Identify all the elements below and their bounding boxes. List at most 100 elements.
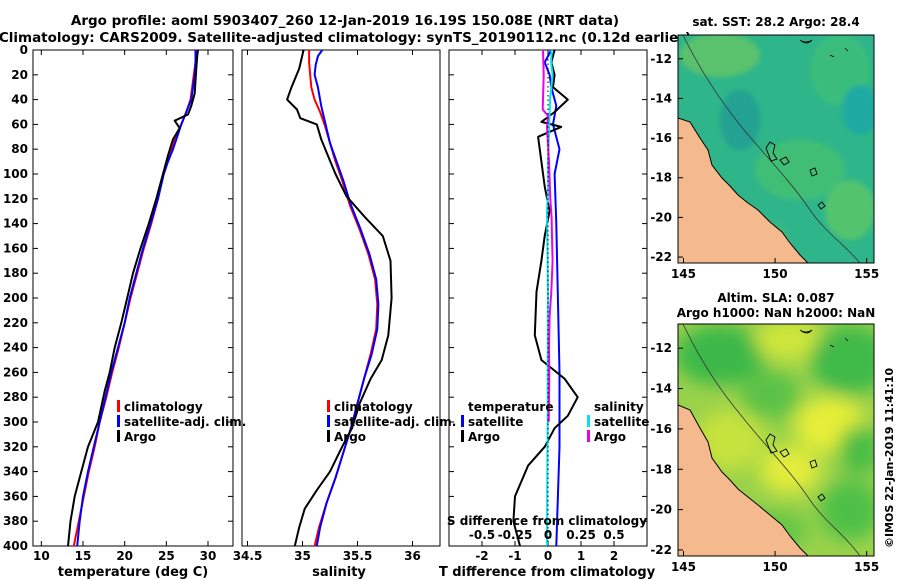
xtick-label: 0 bbox=[544, 549, 552, 563]
series-t-satellite bbox=[543, 49, 561, 547]
map-xtick-label: 145 bbox=[671, 267, 696, 281]
sla-map-subtitle: Argo h1000: NaN h2000: NaN bbox=[677, 306, 876, 320]
xtick-label: 34.5 bbox=[233, 549, 263, 563]
ytick-label: 140 bbox=[3, 217, 28, 231]
map-ytick-label: -18 bbox=[650, 462, 672, 476]
legend-swatch-argo bbox=[327, 430, 330, 442]
s-tick-label: -0.5 bbox=[469, 528, 495, 542]
legend-argo: Argo bbox=[334, 430, 366, 444]
sla-land bbox=[678, 404, 809, 556]
ytick-label: 280 bbox=[3, 390, 28, 404]
legend-salinity-title: salinity bbox=[594, 400, 644, 414]
ytick-label: 380 bbox=[3, 514, 28, 528]
map-xtick-label: 150 bbox=[763, 560, 788, 574]
s-tick-label: -0.25 bbox=[498, 528, 533, 542]
series-t-argo bbox=[512, 49, 579, 547]
map-ytick-label: -14 bbox=[650, 91, 672, 105]
legend-climatology: climatology bbox=[124, 400, 203, 414]
map-ytick-label: -20 bbox=[650, 210, 672, 224]
ytick-label: 60 bbox=[11, 117, 28, 131]
ytick-label: 200 bbox=[3, 291, 28, 305]
xtick-label: 36 bbox=[404, 549, 421, 563]
sst-isobath bbox=[682, 35, 861, 263]
ytick-label: 180 bbox=[3, 266, 28, 280]
s-tick-label: 0.5 bbox=[603, 528, 624, 542]
legend-temperature-title: temperature bbox=[468, 400, 553, 414]
series-s-satellite bbox=[546, 49, 554, 547]
map-ytick-label: -12 bbox=[650, 341, 672, 355]
xtick-label: 15 bbox=[75, 549, 92, 563]
sst-map-axes: 145 150 155 -12 -14 -16 -18 -20 -22 bbox=[650, 52, 879, 281]
ytick-label: 40 bbox=[11, 93, 28, 107]
sst-islands bbox=[799, 39, 849, 58]
sst-map-frame bbox=[677, 34, 875, 264]
map-xtick-label: 150 bbox=[763, 267, 788, 281]
map-ytick-label: -16 bbox=[650, 422, 672, 436]
temperature-chart: 10 15 20 25 30 bbox=[33, 49, 233, 563]
header-line-1: Argo profile: aoml 5903407_260 12-Jan-20… bbox=[71, 13, 619, 29]
map-xtick-label: 145 bbox=[671, 560, 696, 574]
sla-islands bbox=[799, 329, 849, 348]
legend-s-argo: Argo bbox=[594, 430, 626, 444]
series-argo bbox=[67, 49, 199, 547]
xtick-label: 30 bbox=[200, 549, 217, 563]
ytick-label: 400 bbox=[3, 539, 28, 553]
map-ytick-label: -18 bbox=[650, 171, 672, 185]
xtick-label: 25 bbox=[158, 549, 175, 563]
s-difference-label: S difference from climatology bbox=[447, 514, 647, 528]
xtick-label: 35.5 bbox=[343, 549, 373, 563]
legend-swatch-s-satellite bbox=[587, 415, 590, 427]
xtick-label: 10 bbox=[33, 549, 50, 563]
sla-map-axes: 145 150 155 -12 -14 -16 -18 -20 -22 bbox=[650, 341, 879, 574]
sla-isobath bbox=[682, 324, 861, 556]
legend-swatch-satellite bbox=[327, 415, 330, 427]
legend-t-satellite: satellite bbox=[468, 415, 523, 429]
ytick-label: 20 bbox=[11, 68, 28, 82]
sla-map-frame bbox=[677, 323, 875, 557]
sst-reefs bbox=[765, 141, 826, 210]
sla-map-title: Altim. SLA: 0.087 bbox=[717, 291, 834, 305]
map-xtick-label: 155 bbox=[854, 267, 879, 281]
sla-map bbox=[678, 324, 874, 556]
temperature-legend: climatology satellite-adj. clim. Argo bbox=[117, 400, 246, 444]
legend-swatch-argo bbox=[117, 430, 120, 442]
sst-map-title: sat. SST: 28.2 Argo: 28.4 bbox=[692, 15, 859, 29]
legend-s-satellite: satellite bbox=[594, 415, 649, 429]
map-ytick-label: -22 bbox=[650, 250, 672, 264]
legend-swatch-s-argo bbox=[587, 430, 590, 442]
ytick-label: 220 bbox=[3, 316, 28, 330]
legend-swatch-t-satellite bbox=[461, 415, 464, 427]
xtick-label: 35 bbox=[294, 549, 311, 563]
salinity-panel bbox=[241, 49, 441, 547]
legend-swatch-t-argo bbox=[461, 430, 464, 442]
series-argo bbox=[286, 49, 393, 547]
series-satellite-adj-clim- bbox=[76, 50, 197, 547]
temperature-panel bbox=[32, 49, 234, 547]
imos-credit: ©IMOS 22-Jan-2019 11:41:10 bbox=[883, 368, 896, 548]
series-satellite-adj-clim- bbox=[313, 49, 380, 547]
difference-legend: temperature satellite Argo salinity sate… bbox=[461, 400, 649, 444]
xtick-label: 20 bbox=[116, 549, 133, 563]
ytick-label: 160 bbox=[3, 241, 28, 255]
ytick-label: 120 bbox=[3, 192, 28, 206]
legend-satellite: satellite-adj. clim. bbox=[334, 415, 456, 429]
xtick-label: -1 bbox=[508, 549, 521, 563]
salinity-chart: 34.5 35 35.5 36 bbox=[233, 49, 421, 563]
ytick-label: 80 bbox=[11, 142, 28, 156]
difference-chart: -2 -1 0 1 2 -0.5 -0.25 0 0.25 0.5 bbox=[449, 49, 647, 563]
map-ytick-label: -16 bbox=[650, 131, 672, 145]
ytick-label: 0 bbox=[20, 43, 28, 57]
salinity-legend: climatology satellite-adj. clim. Argo bbox=[327, 400, 456, 444]
xtick-label: 2 bbox=[610, 549, 618, 563]
series-climatology bbox=[308, 50, 379, 547]
map-xtick-label: 155 bbox=[854, 560, 879, 574]
ytick-label: 320 bbox=[3, 440, 28, 454]
ytick-label: 100 bbox=[3, 167, 28, 181]
ytick-label: 240 bbox=[3, 341, 28, 355]
legend-swatch-satellite bbox=[117, 415, 120, 427]
xtick-label: 1 bbox=[577, 549, 585, 563]
legend-t-argo: Argo bbox=[468, 430, 500, 444]
ytick-label: 300 bbox=[3, 415, 28, 429]
legend-argo: Argo bbox=[124, 430, 156, 444]
depth-axis: 0 20 40 60 80 100 120 140 160 180 200 220 240 260 280 3… bbox=[3, 43, 28, 553]
